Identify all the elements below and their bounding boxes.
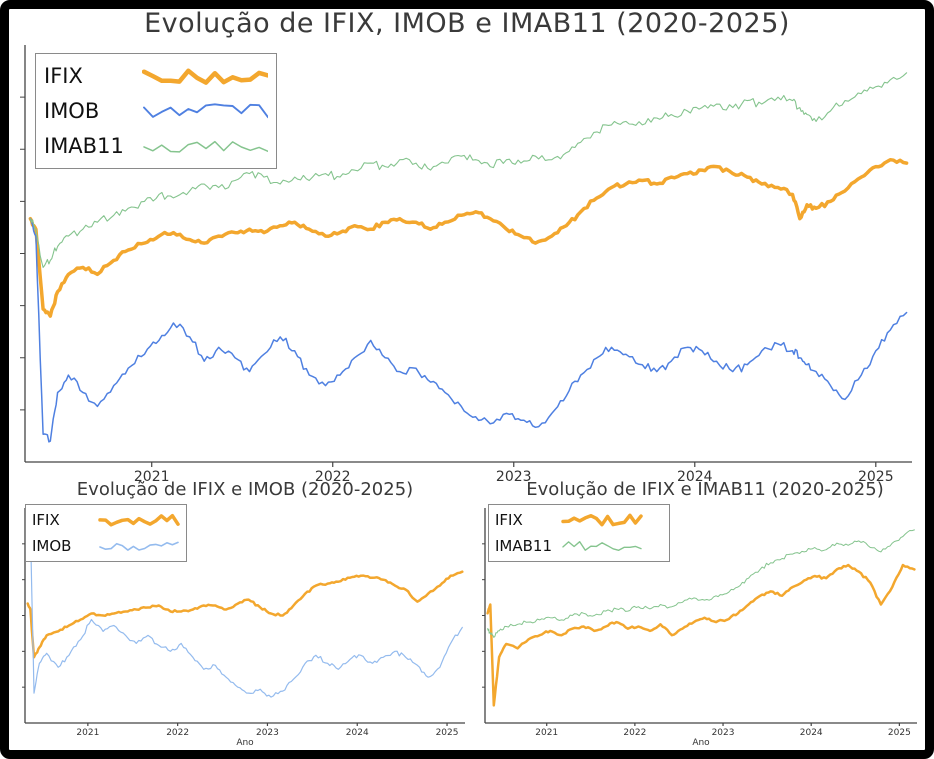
legend-item-imab11: IMAB11 [495,535,663,557]
imab11-line-sample-icon [143,141,268,153]
main-chart-legend: IFIX IMOB IMAB11 [35,53,277,169]
ifix-imab11-xaxis-label: Ano [692,738,710,748]
legend-item-imob: IMOB [32,535,180,557]
svg-text:2021: 2021 [535,728,558,738]
ifix-imob-xaxis-label: Ano [236,738,254,748]
legend-label-imob: IMOB [44,98,100,123]
ifix-line-sample-icon [561,513,643,527]
ifix-imab11-chart-legend: IFIX IMAB11 [488,504,670,562]
legend-item-imab11: IMAB11 [44,131,268,161]
svg-text:2022: 2022 [166,728,189,738]
legend-label-imob: IMOB [32,537,72,555]
ifix-imob-chart-title: Evolução de IFIX e IMOB (2020-2025) [76,479,414,500]
imob-line-sample-icon [143,103,268,119]
legend-item-ifix: IFIX [44,61,268,91]
imab11-line-sample-icon [562,540,642,552]
legend-item-ifix: IFIX [495,509,663,531]
svg-text:2023: 2023 [256,728,279,738]
svg-text:2021: 2021 [76,728,99,738]
svg-text:2024: 2024 [800,728,823,738]
imob-line-sample-icon [99,541,179,551]
svg-text:2023: 2023 [712,728,735,738]
legend-item-imob: IMOB [44,96,268,126]
main-chart-title: Evolução de IFIX, IMOB e IMAB11 (2020-20… [144,8,790,39]
ifix-imob-chart-legend: IFIX IMOB [25,504,187,562]
legend-label-ifix: IFIX [32,511,60,529]
ifix-line-sample-icon [98,513,180,527]
legend-label-imab11: IMAB11 [44,134,124,159]
ifix-imab11-chart-title: Evolução de IFIX e IMAB11 (2020-2025) [526,479,884,500]
legend-label-ifix: IFIX [44,63,83,88]
legend-item-ifix: IFIX [32,509,180,531]
legend-label-ifix: IFIX [495,511,523,529]
svg-text:2022: 2022 [623,728,646,738]
svg-text:2025: 2025 [888,728,911,738]
ifix-line-sample-icon [142,68,268,85]
svg-text:2024: 2024 [346,728,369,738]
svg-text:2025: 2025 [436,728,459,738]
legend-label-imab11: IMAB11 [495,537,553,555]
